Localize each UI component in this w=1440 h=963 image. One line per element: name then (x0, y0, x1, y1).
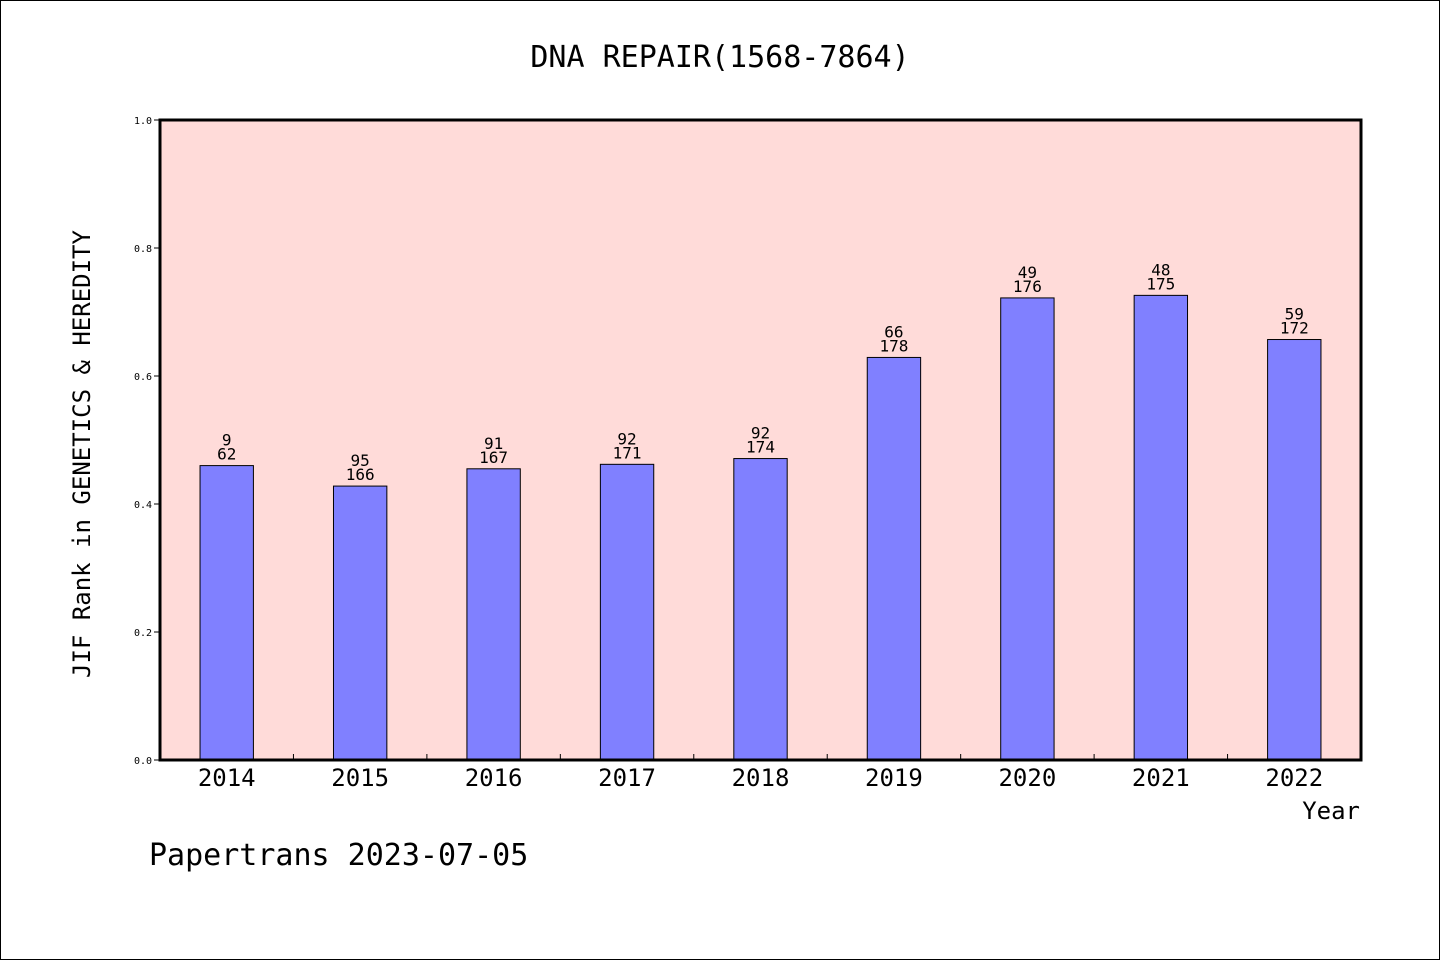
bar-rank-label: 48 (1151, 260, 1170, 279)
bar-2016 (466, 468, 521, 761)
plot-border (158, 118, 1363, 762)
bar-total-label: 166 (346, 465, 375, 484)
x-tick-label: 2020 (998, 764, 1056, 792)
data-labels-group: 962 9516691167921719217466178491764817559… (217, 260, 1309, 484)
x-axis: 2014 2015 2016 2017 2018 2019 2020 2021 2022 (198, 754, 1323, 792)
y-axis: 0.0 0.2 0.4 0.6 0.8 1.0 (134, 116, 160, 767)
y-tick-label: 0.4 (134, 500, 152, 511)
bar-rank-label: 92 (751, 424, 770, 443)
bar-rank-label: 92 (617, 429, 636, 448)
bar-rank-label: 91 (484, 434, 503, 453)
x-tick-label: 2017 (598, 764, 656, 792)
bar-2015 (332, 485, 388, 761)
bar-2020 (1000, 297, 1055, 761)
x-axis-label: Year (1302, 797, 1360, 825)
bar-total-label: 167 (479, 448, 508, 467)
bar-total-label: 175 (1146, 274, 1175, 293)
bar-rank-label: 59 (1285, 305, 1304, 324)
y-tick-label: 0.0 (134, 756, 152, 767)
bar-total-label: 172 (1280, 319, 1309, 338)
x-tick-label: 2014 (198, 764, 256, 792)
bar-rank-label: 9 (222, 431, 232, 450)
bar-2014 (199, 465, 254, 761)
bar-total-label: 171 (613, 443, 642, 462)
x-tick-label: 2021 (1132, 764, 1190, 792)
bar-total-label: 62 (217, 445, 236, 464)
bar-2021 (1133, 294, 1189, 761)
y-tick-label: 0.2 (134, 628, 152, 639)
x-tick-label: 2022 (1265, 764, 1323, 792)
bar-rank-label: 66 (884, 322, 903, 341)
y-tick-label: 0.6 (134, 372, 152, 383)
bar-2019 (866, 356, 922, 761)
chart-title: DNA REPAIR(1568-7864) (530, 40, 909, 75)
bar-rank-label: 49 (1018, 263, 1037, 282)
bar-2018 (733, 458, 788, 761)
x-tick-label: 2019 (865, 764, 923, 792)
bar-2022 (1267, 339, 1322, 761)
y-tick-label: 1.0 (134, 116, 152, 127)
bar-total-label: 176 (1013, 277, 1042, 296)
bar-total-label: 174 (746, 438, 775, 457)
x-tick-label: 2016 (465, 764, 523, 792)
bar-total-label: 178 (879, 336, 908, 355)
footer-credit: Papertrans 2023-07-05 (149, 838, 528, 873)
bar-rank-label: 95 (351, 451, 370, 470)
y-tick-label: 0.8 (134, 244, 152, 255)
bars-group (199, 294, 1322, 761)
y-axis-label: JIF Rank in GENETICS & HEREDITY (68, 229, 96, 677)
x-tick-label: 2015 (331, 764, 389, 792)
bar-2017 (599, 463, 655, 761)
x-tick-label: 2018 (732, 764, 790, 792)
